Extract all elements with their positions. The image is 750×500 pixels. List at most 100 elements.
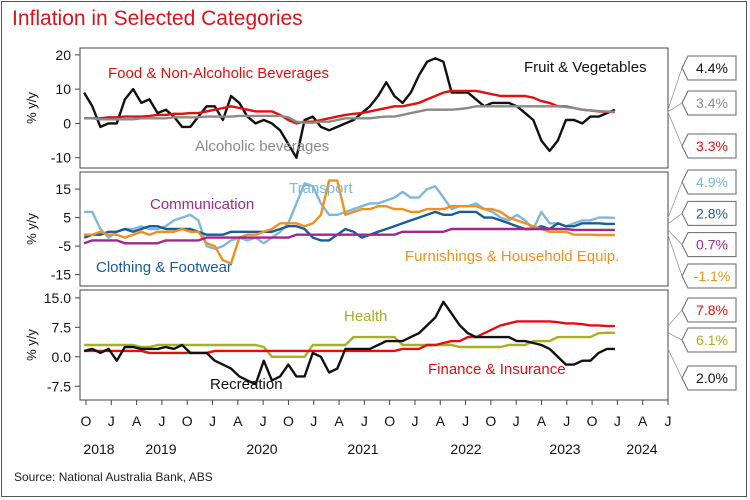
callout-leader <box>667 309 683 327</box>
x-tick-label: A <box>638 413 648 429</box>
end-value-callout <box>681 90 737 116</box>
end-value-callout <box>681 365 737 391</box>
y-tick-label: -15 <box>51 267 71 283</box>
y-tick-label: 5 <box>63 210 71 226</box>
callout-leader <box>667 213 683 225</box>
series-annotation: Fruit & Vegetables <box>524 59 647 76</box>
callout-leader <box>667 102 683 113</box>
x-tick-label: A <box>537 413 547 429</box>
callout-leader <box>667 67 683 110</box>
series-line-transport <box>84 182 615 251</box>
end-value-label: 2.0% <box>696 370 728 386</box>
x-tick-label: J <box>563 413 570 429</box>
x-year-label: 2018 <box>83 441 114 457</box>
y-tick-label: 0 <box>63 115 71 131</box>
y-tick-label: 15 <box>55 181 71 197</box>
x-tick-label: J <box>260 413 267 429</box>
x-tick-label: J <box>513 413 520 429</box>
callout-leader <box>667 111 683 147</box>
series-line-alcoholic-beverages <box>84 105 615 124</box>
series-annotation: Communication <box>150 196 254 213</box>
x-tick-label: J <box>310 413 317 429</box>
source-note: Source: National Australia Bank, ABS <box>14 470 213 484</box>
x-tick-label: J <box>614 413 621 429</box>
x-tick-label: O <box>81 413 92 429</box>
series-annotation: Transport <box>289 180 353 197</box>
x-year-label: 2021 <box>347 441 378 457</box>
end-value-callout <box>681 55 737 81</box>
panel-1: 20 10 0 -10 % y/y 4.4% 3.4% 3.3% Food & Non-Alco… <box>24 47 737 169</box>
end-value-label: 7.8% <box>696 302 728 318</box>
series-annotation: Recreation <box>210 376 283 393</box>
x-tick-label: O <box>384 413 395 429</box>
y-axis-label: % y/y <box>24 92 39 124</box>
end-value-callout <box>681 133 737 159</box>
x-tick-label: A <box>132 413 142 429</box>
end-value-label: -1.1% <box>694 268 731 284</box>
x-tick-label: O <box>587 413 598 429</box>
panel-border <box>79 47 669 169</box>
series-line-finance-insurance <box>84 320 615 355</box>
x-tick-label: A <box>334 413 344 429</box>
panel-2: 15 5 -5 -15 % y/y 4.9% 2.8% 0.7% -1.1% Communicat… <box>24 169 737 289</box>
end-value-label: 3.4% <box>696 95 728 111</box>
end-value-callout <box>681 263 737 289</box>
y-axis-label: % y/y <box>24 213 39 245</box>
y-tick-label: -5 <box>59 238 72 254</box>
series-annotation: Health <box>344 308 387 325</box>
series-line-food-non-alcoholic-beverages <box>84 89 615 125</box>
series-line-recreation <box>83 300 615 386</box>
callout-leader <box>667 234 683 277</box>
x-year-label: 2020 <box>246 441 277 457</box>
panel-3: 15.0 7.5 0.0 -7.5 % y/y 7.8% 6.1% 2.0% Health Rec… <box>24 289 737 401</box>
x-year-label: 2019 <box>145 441 176 457</box>
x-tick-label: J <box>158 413 165 429</box>
callout-leader <box>667 332 683 341</box>
panel-border <box>79 171 669 287</box>
x-tick-label: O <box>485 413 496 429</box>
series-annotation: Food & Non-Alcoholic Beverages <box>108 65 329 82</box>
end-value-callout <box>681 169 737 195</box>
y-axis-label: % y/y <box>24 329 39 361</box>
x-tick-label: O <box>182 413 193 429</box>
end-value-label: 0.7% <box>696 237 728 253</box>
y-tick-label: 7.5 <box>52 319 72 335</box>
end-value-callout <box>681 200 737 226</box>
end-value-callout <box>681 232 737 258</box>
end-value-label: 6.1% <box>696 332 728 348</box>
x-tick-label: J <box>108 413 115 429</box>
y-tick-label: 10 <box>55 81 71 97</box>
x-tick-label: J <box>209 413 216 429</box>
end-value-label: 4.9% <box>696 174 728 190</box>
end-value-label: 2.8% <box>696 205 728 221</box>
callout-leader <box>667 348 683 379</box>
series-line-furnishings-household-equip- <box>84 179 615 265</box>
series-annotation: Clothing & Footwear <box>96 259 232 276</box>
end-value-callout <box>681 327 737 353</box>
x-year-label: 2024 <box>626 441 657 457</box>
x-year-label: 2023 <box>549 441 580 457</box>
x-tick-label: J <box>361 413 368 429</box>
chart-title: Inflation in Selected Categories <box>12 7 303 30</box>
x-tick-label: A <box>436 413 446 429</box>
series-line-fruit-vegetables <box>83 57 616 159</box>
y-tick-label: 20 <box>55 47 71 63</box>
y-tick-label: -10 <box>51 150 71 166</box>
series-line-health <box>84 331 615 358</box>
y-tick-label: 15.0 <box>44 290 71 306</box>
series-annotation: Furnishings & Household Equip. <box>405 248 619 265</box>
x-year-label: 2022 <box>450 441 481 457</box>
y-tick-label: -7.5 <box>47 378 71 394</box>
x-tick-label: O <box>283 413 294 429</box>
end-value-label: 4.4% <box>696 60 728 76</box>
callout-leader <box>667 181 683 219</box>
series-annotation: Alcoholic beverages <box>195 138 329 155</box>
x-tick-label: A <box>233 413 243 429</box>
x-tick-label: J <box>665 413 672 429</box>
panel-border <box>79 289 669 401</box>
series-line-communication <box>83 227 615 245</box>
x-tick-label: J <box>462 413 469 429</box>
end-value-callout <box>681 297 737 323</box>
